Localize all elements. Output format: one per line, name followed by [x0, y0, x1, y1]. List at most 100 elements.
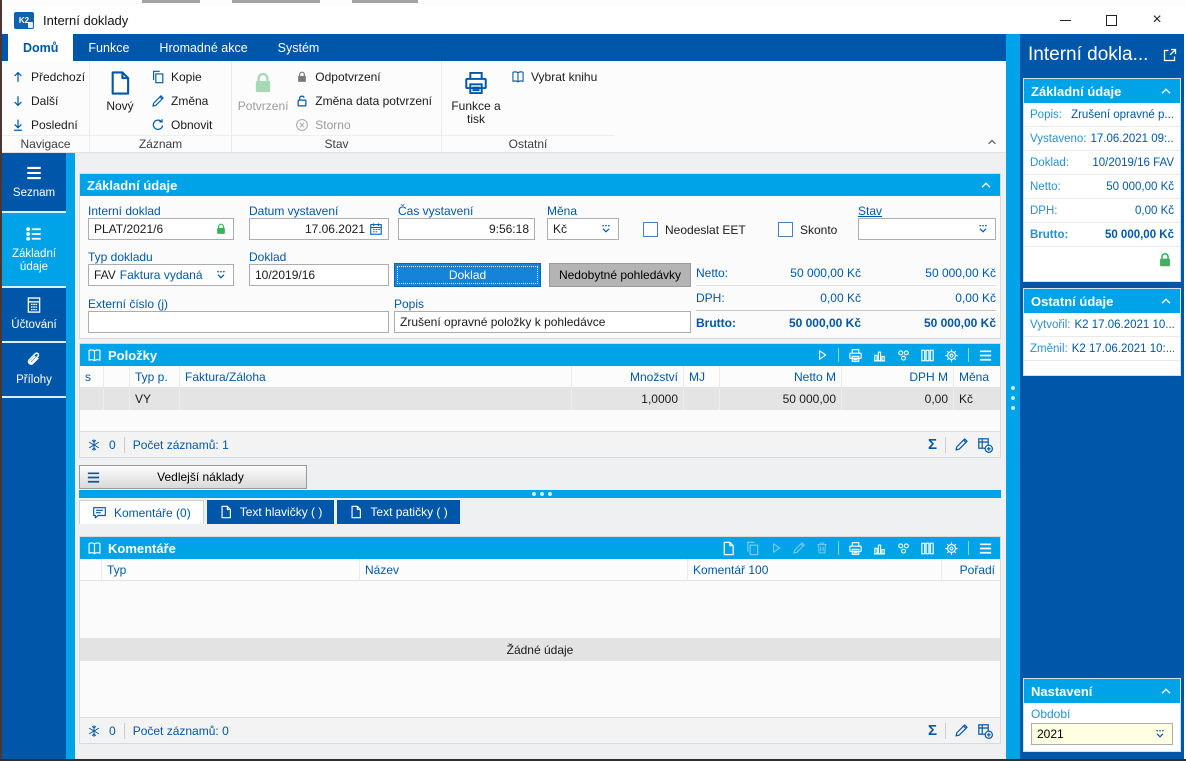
tab-text-paticky[interactable]: Text patičky ( ): [337, 500, 460, 524]
chart-icon[interactable]: [872, 541, 887, 556]
ribbon-tab-domu[interactable]: Domů: [8, 34, 74, 61]
columns-icon[interactable]: [920, 541, 935, 556]
delete-icon[interactable]: [815, 541, 829, 555]
typ-dokladu-combo[interactable]: FAV Faktura vydaná: [88, 264, 234, 286]
edit-icon[interactable]: [954, 723, 969, 738]
unconfirm-button[interactable]: Odpotvrzení: [290, 65, 437, 89]
skonto-checkbox[interactable]: [778, 222, 793, 237]
cas-field[interactable]: 9:56:18: [398, 218, 535, 240]
collapse-card-icon[interactable]: [1159, 684, 1173, 698]
interni-doklad-label: Interní doklad: [88, 204, 161, 218]
functions-print-button[interactable]: Funkce a tisk: [446, 65, 506, 126]
sidebar-item-zakladni-udaje[interactable]: Základní údaje: [2, 213, 66, 288]
col-komentar-100[interactable]: Komentář 100: [688, 559, 942, 580]
frozen-rows-icon[interactable]: [87, 724, 101, 738]
col-s[interactable]: s: [80, 366, 104, 387]
col-typ-p[interactable]: Typ p.: [130, 366, 180, 387]
row-label: Vytvořil:: [1030, 318, 1071, 331]
mena-combo[interactable]: Kč: [547, 218, 619, 240]
sum-icon[interactable]: Σ: [927, 436, 937, 453]
frozen-rows-icon[interactable]: [87, 438, 101, 452]
popup-icon[interactable]: [1162, 47, 1178, 63]
confirm-button[interactable]: Potvrzení: [236, 65, 290, 113]
dropdown-icon[interactable]: [599, 222, 613, 236]
vertical-splitter[interactable]: [1006, 34, 1020, 759]
menu-icon[interactable]: [978, 541, 993, 556]
sidebar-item-uctovani[interactable]: Účtování: [2, 288, 66, 343]
copy-button[interactable]: Kopie: [146, 65, 217, 89]
minimize-button[interactable]: [1048, 9, 1082, 31]
externi-cislo-field[interactable]: [88, 311, 389, 333]
vedlejsi-naklady-button[interactable]: Vedlejší náklady: [79, 465, 307, 489]
print-icon[interactable]: [848, 348, 863, 363]
previous-record-button[interactable]: Předchozí: [6, 65, 90, 89]
obdobi-combo[interactable]: 2021: [1031, 723, 1173, 745]
change-confirm-date-button[interactable]: Změna data potvrzení: [290, 89, 437, 113]
last-record-button[interactable]: Poslední: [6, 113, 90, 137]
refresh-button[interactable]: Obnovit: [146, 113, 217, 137]
tab-komentare[interactable]: Komentáře (0): [79, 500, 204, 524]
edit-icon[interactable]: [954, 437, 969, 452]
col-mena[interactable]: Měna: [959, 369, 990, 384]
popis-field[interactable]: Zrušení opravné položky k pohledávce: [394, 311, 691, 333]
collapse-card-icon[interactable]: [1159, 84, 1173, 98]
cell-netto-m: 50 000,00: [720, 388, 842, 410]
ribbon-tab-hromadne-akce[interactable]: Hromadné akce: [159, 40, 248, 55]
col-typ[interactable]: Typ: [102, 559, 360, 580]
maximize-button[interactable]: [1094, 9, 1128, 31]
datum-field[interactable]: 17.06.2021: [249, 218, 389, 240]
collapse-panel-icon[interactable]: [979, 178, 993, 192]
ribbon-tab-system[interactable]: Systém: [277, 40, 320, 55]
edit-button[interactable]: Změna: [146, 89, 217, 113]
comments-table-header: Typ Název Komentář 100 Pořadí: [80, 559, 1000, 581]
sidebar-item-prilohy[interactable]: Přílohy: [2, 343, 66, 398]
col-dph-m[interactable]: DPH M: [842, 366, 954, 387]
dropdown-icon[interactable]: [214, 268, 228, 282]
items-table-row[interactable]: VY 1,0000 50 000,00 0,00 Kč: [80, 388, 1000, 410]
edit-icon[interactable]: [792, 541, 806, 555]
calendar-icon[interactable]: [369, 222, 383, 236]
collapse-ribbon-icon[interactable]: [986, 136, 998, 148]
print-icon[interactable]: [848, 541, 863, 556]
add-row-icon[interactable]: [977, 437, 993, 453]
new-icon[interactable]: [721, 541, 736, 556]
doklad-field[interactable]: 10/2019/16: [249, 264, 389, 286]
chart-icon[interactable]: [872, 348, 887, 363]
run-icon[interactable]: [815, 348, 829, 362]
process-icon[interactable]: [896, 348, 911, 363]
new-record-button[interactable]: Nový: [94, 65, 146, 113]
process-icon[interactable]: [896, 541, 911, 556]
dropdown-icon[interactable]: [976, 222, 990, 236]
copy-icon[interactable]: [745, 541, 760, 556]
neodeslat-eet-checkbox[interactable]: [643, 222, 658, 237]
settings-icon[interactable]: [944, 348, 959, 363]
dropdown-icon[interactable]: [1153, 727, 1167, 741]
stav-combo[interactable]: [858, 218, 996, 240]
settings-icon[interactable]: [944, 541, 959, 556]
next-record-button[interactable]: Další: [6, 89, 90, 113]
doklad-button[interactable]: Doklad: [394, 263, 541, 287]
menu-icon[interactable]: [978, 348, 993, 363]
col-netto-m[interactable]: Netto M: [720, 366, 842, 387]
interni-doklad-field[interactable]: PLAT/2021/6: [88, 218, 234, 240]
col-faktura-zaloha[interactable]: Faktura/Záloha: [180, 366, 572, 387]
horizontal-splitter[interactable]: [79, 490, 1001, 498]
ribbon-tab-funkce[interactable]: Funkce: [88, 40, 130, 55]
functions-print-label: Funkce a tisk: [451, 99, 501, 126]
run-icon[interactable]: [769, 541, 783, 555]
columns-icon[interactable]: [920, 348, 935, 363]
close-button[interactable]: ×: [1140, 9, 1174, 31]
col-mnozstvi[interactable]: Množství: [572, 366, 684, 387]
col-nazev[interactable]: Název: [360, 559, 688, 580]
cancel-document-button[interactable]: Storno: [290, 113, 437, 137]
tab-text-hlavicky[interactable]: Text hlavičky ( ): [206, 500, 335, 524]
select-book-button[interactable]: Vybrat knihu: [506, 65, 602, 89]
sidebar-item-seznam[interactable]: Seznam: [2, 153, 66, 213]
col-mj[interactable]: MJ: [684, 366, 720, 387]
add-row-icon[interactable]: [977, 723, 993, 739]
collapse-card-icon[interactable]: [1159, 294, 1173, 308]
nedobytne-pohledavky-button[interactable]: Nedobytné pohledávky: [549, 263, 691, 287]
col-poradi[interactable]: Pořadí: [959, 562, 995, 577]
comments-panel-header: Komentáře: [80, 537, 1000, 559]
sum-icon[interactable]: Σ: [927, 722, 937, 739]
